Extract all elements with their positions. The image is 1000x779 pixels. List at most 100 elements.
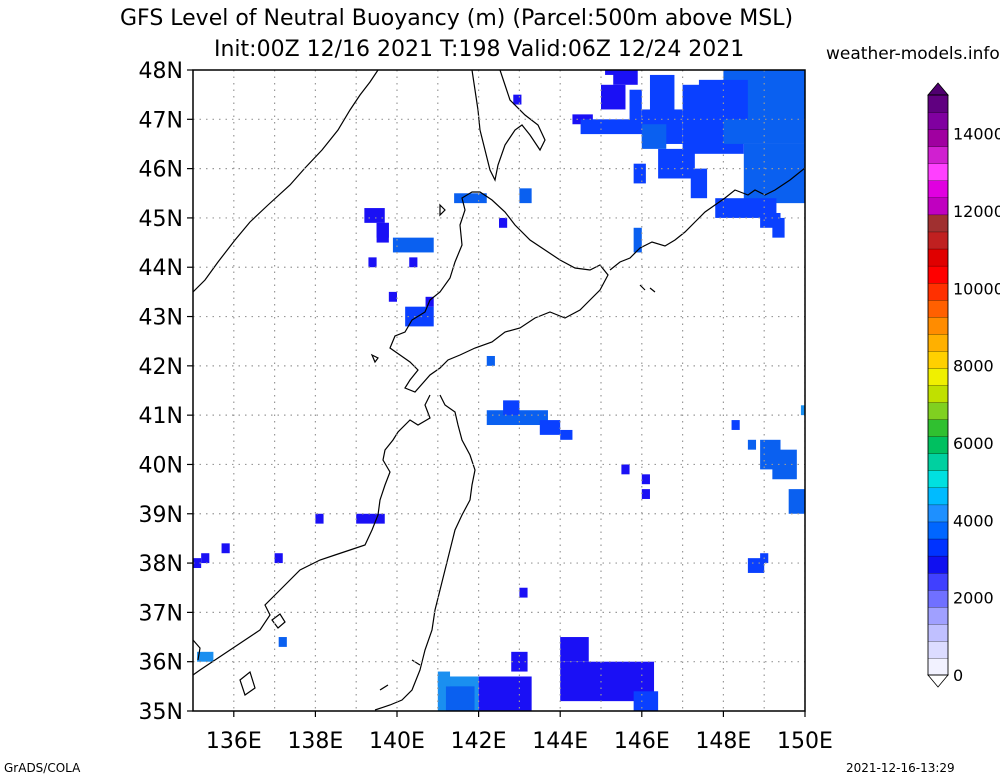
lon-label: 148E	[695, 729, 751, 754]
lat-label: 36N	[139, 651, 183, 676]
colorbar-segment	[927, 146, 949, 164]
island-small-2	[370, 353, 379, 364]
field-cell	[601, 84, 626, 110]
field-cell	[364, 208, 385, 223]
lat-label: 48N	[139, 59, 183, 84]
colorbar-label: 10000	[953, 279, 1000, 298]
field-cell	[641, 489, 650, 499]
coastlines	[193, 70, 805, 711]
field-cell	[437, 671, 451, 687]
colorbar-segment	[927, 214, 949, 233]
colorbar-segment	[927, 504, 949, 523]
field-cell	[388, 291, 397, 302]
field-cell	[368, 257, 377, 268]
footer-software: GrADS/COLA	[4, 761, 81, 775]
colorbar-segment	[927, 367, 949, 386]
colorbar-segment	[927, 163, 949, 181]
longitude-labels: 136E 138E 140E 142E 144E 146E 148E 150E	[206, 711, 833, 754]
colorbar-segment	[927, 231, 949, 250]
colorbar-segment	[927, 94, 949, 113]
field-cell	[519, 188, 532, 204]
field-cell	[486, 355, 495, 366]
colorbar-segment	[927, 265, 949, 284]
colorbar-segment	[927, 470, 949, 489]
field-cell	[629, 89, 642, 125]
field-cell	[486, 410, 548, 426]
lat-label: 45N	[139, 207, 183, 232]
lat-label: 39N	[139, 503, 183, 528]
lon-label: 138E	[287, 729, 343, 754]
colorbar-label: 4000	[953, 511, 994, 530]
colorbar-max-arrow	[927, 82, 949, 96]
field-cell	[503, 400, 520, 416]
lat-label: 44N	[139, 256, 183, 281]
lon-label: 144E	[532, 729, 588, 754]
field-cell	[560, 429, 573, 440]
kuril-small	[639, 284, 656, 293]
colorbar-segment	[927, 384, 949, 403]
colorbar-min-arrow	[927, 674, 949, 688]
buoyancy-field	[193, 70, 805, 711]
sakhalin-coast	[471, 70, 546, 182]
field-cell	[392, 237, 434, 253]
field-cell	[698, 79, 748, 120]
colorbar-segment	[927, 589, 949, 608]
lat-label: 35N	[139, 700, 183, 725]
field-cell	[513, 94, 522, 105]
field-cell	[454, 193, 487, 204]
sado-island	[271, 613, 286, 629]
field-cell	[274, 553, 283, 564]
field-cell	[356, 513, 385, 524]
colorbar-segment	[927, 197, 949, 216]
colorbar-segment	[927, 401, 949, 420]
field-cell	[376, 222, 389, 238]
colorbar-segment	[927, 453, 949, 471]
colorbar-labels: 0 2000 4000 6000 8000 10000 12000 14000	[953, 125, 1000, 685]
colorbar-segment	[927, 487, 949, 506]
colorbar-segment	[927, 316, 949, 335]
field-cell	[641, 474, 650, 485]
lat-label: 38N	[139, 552, 183, 577]
colorbar-segment	[927, 128, 949, 147]
field-cell	[201, 553, 210, 564]
field-cell	[690, 168, 708, 199]
lon-label: 146E	[614, 729, 670, 754]
field-cell	[633, 227, 642, 253]
field-cell	[405, 306, 434, 327]
honshu-coast	[193, 394, 431, 676]
colorbar-segment	[927, 299, 949, 318]
noto-peninsula	[239, 670, 256, 696]
colorbar-segment	[927, 350, 949, 369]
colorbar-segment	[927, 640, 949, 659]
boso	[379, 659, 421, 691]
lat-label: 41N	[139, 404, 183, 429]
lat-label: 47N	[139, 108, 183, 133]
colorbar-segment	[927, 521, 949, 540]
colorbar-segment	[927, 555, 949, 574]
colorbar	[927, 82, 949, 688]
colorbar-segment	[927, 436, 949, 454]
chart-title-line1: GFS Level of Neutral Buoyancy (m) (Parce…	[120, 6, 794, 31]
colorbar-segment	[927, 606, 949, 625]
colorbar-label: 6000	[953, 434, 994, 453]
island-small-1	[439, 203, 446, 217]
colorbar-segment	[927, 623, 949, 642]
colorbar-segment	[927, 572, 949, 591]
field-cell	[633, 163, 646, 184]
colorbar-segment	[927, 111, 949, 130]
lat-label: 46N	[139, 158, 183, 183]
lon-label: 136E	[206, 729, 262, 754]
field-cell	[193, 558, 202, 569]
colorbar-segment	[927, 282, 949, 301]
lat-label: 37N	[139, 601, 183, 626]
colorbar-segment	[927, 657, 949, 676]
colorbar-label: 0	[953, 666, 963, 685]
chart-title-line2: Init:00Z 12/16 2021 T:198 Valid:06Z 12/2…	[214, 37, 745, 62]
field-cell	[560, 637, 589, 662]
kuril-coast	[609, 167, 805, 271]
field-cell	[519, 587, 528, 598]
colorbar-segment	[927, 180, 949, 199]
field-cell	[478, 676, 532, 711]
field-cell	[633, 691, 659, 711]
